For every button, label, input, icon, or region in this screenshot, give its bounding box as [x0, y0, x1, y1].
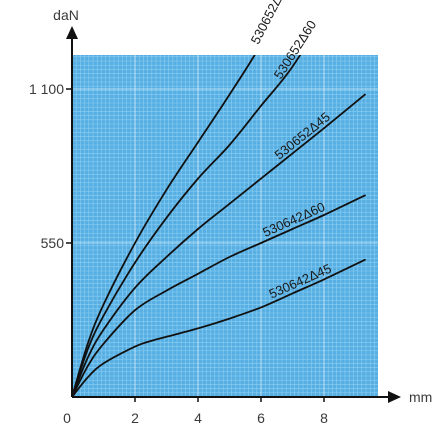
y-axis-arrow-icon [66, 26, 78, 39]
x-tick-label: 0 [63, 410, 71, 426]
x-axis-arrow-icon [388, 391, 401, 403]
y-axis-title: daN [53, 7, 79, 23]
series-line-1 [72, 55, 256, 397]
series-line-5 [72, 258, 366, 397]
y-tick-label: 550 [41, 235, 65, 251]
axes [66, 26, 401, 403]
x-tick-label: 8 [320, 410, 328, 426]
x-axis-title: mm [409, 389, 432, 405]
major-grid [72, 55, 378, 397]
series-line-3 [72, 93, 366, 397]
series-line-2 [72, 55, 302, 397]
axis-lines [71, 34, 392, 398]
series-line-4 [72, 194, 366, 397]
plot-background [72, 55, 378, 397]
x-tick-label: 2 [131, 410, 139, 426]
y-tick-label: 1 100 [29, 81, 64, 97]
x-tick-label: 6 [257, 410, 265, 426]
series-label-1: 530652Δ75 [248, 0, 292, 46]
plot-grid [71, 55, 378, 398]
curve-layer [72, 55, 366, 397]
x-tick-label: 4 [194, 410, 202, 426]
